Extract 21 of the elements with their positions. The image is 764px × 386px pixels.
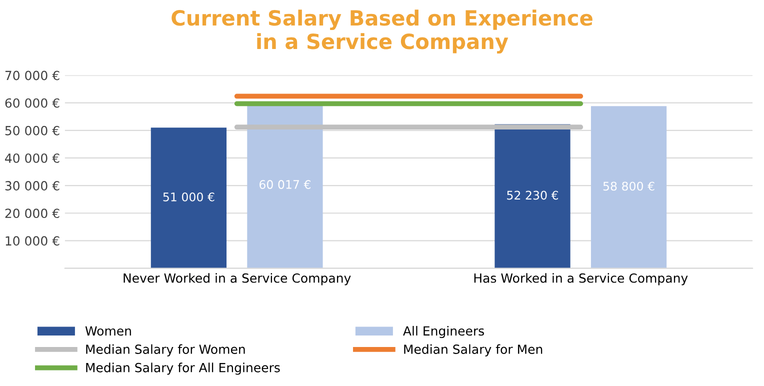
legend-label: Women: [85, 326, 131, 336]
x-tick-label: Has Worked in a Service Company: [474, 273, 688, 286]
data-label: 51 000 €: [163, 192, 214, 202]
legend-label: Median Salary for Men: [404, 344, 542, 356]
legend-label: Median Salary for Women: [86, 344, 245, 356]
x-tick-label: Never Worked in a Service Company: [124, 273, 351, 286]
data-label: 60 017 €: [260, 180, 310, 189]
y-tick-label: 20 000 €: [5, 208, 60, 218]
y-tick-label: 60 000 €: [5, 98, 60, 108]
y-tick-label: 70 000 €: [5, 70, 60, 80]
data-label: 58 800 €: [603, 182, 654, 191]
y-tick-label: 40 000 €: [5, 153, 60, 163]
y-tick-label: 10 000 €: [6, 236, 60, 246]
bar: [590, 106, 667, 268]
legend-label: Median Salary for All Engineers: [86, 362, 280, 375]
chart-title: Current Salary Based on Experience in a Service Company: [172, 10, 592, 54]
legend-label: All Engineers: [403, 326, 484, 338]
bar: [150, 128, 227, 268]
y-tick-label: 30 000 €: [5, 181, 60, 190]
y-tick-label: 50 000 €: [5, 126, 60, 136]
data-label: 52 230 €: [507, 190, 558, 200]
